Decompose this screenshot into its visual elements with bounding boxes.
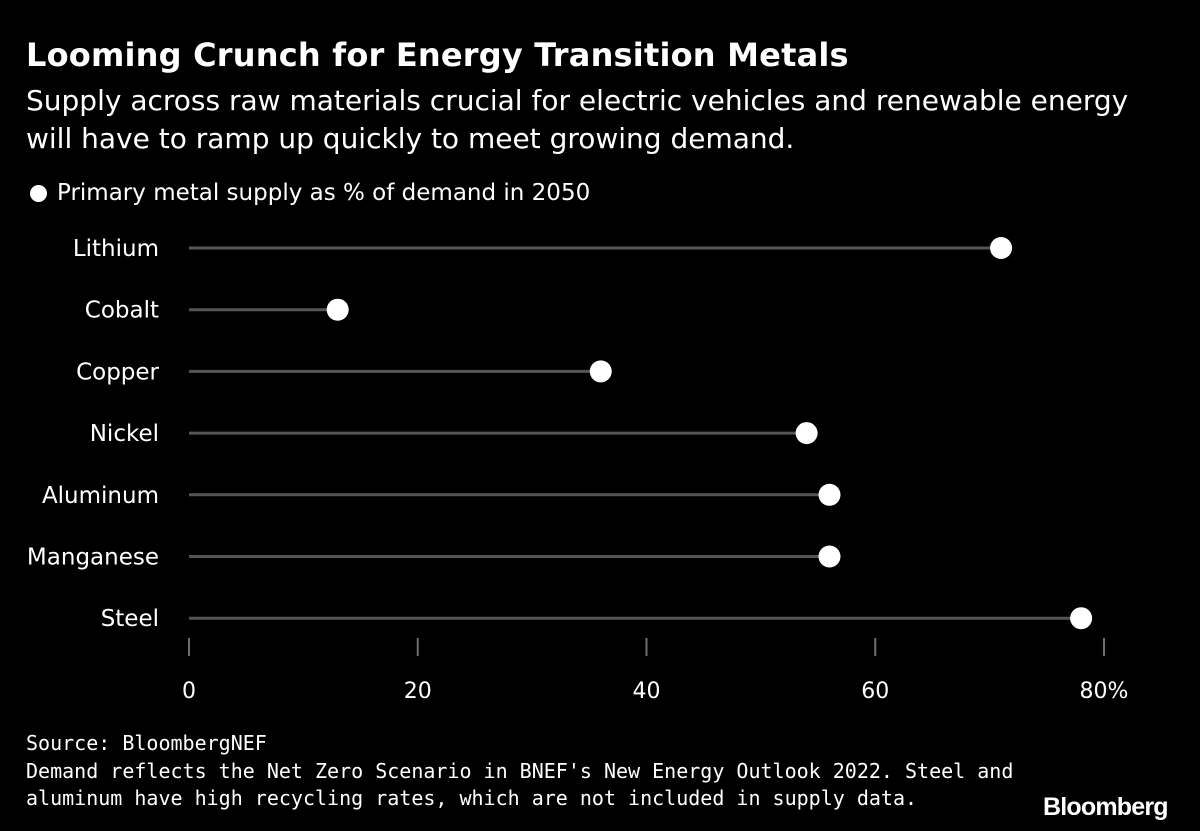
chart-subtitle: Supply across raw materials crucial for … xyxy=(26,84,1129,155)
dot-lithium xyxy=(990,237,1013,259)
category-label-nickel: Nickel xyxy=(90,421,159,447)
legend-label: Primary metal supply as % of demand in 2… xyxy=(57,180,591,206)
legend: Primary metal supply as % of demand in 2… xyxy=(30,180,590,206)
stems-layer xyxy=(189,246,1082,620)
dot-manganese xyxy=(818,545,841,568)
chart-title: Looming Crunch for Energy Transition Met… xyxy=(26,36,849,74)
x-tick-label-80: 80% xyxy=(1080,679,1129,704)
x-tick-label-0: 0 xyxy=(182,679,196,704)
dots-layer xyxy=(326,237,1093,630)
category-label-cobalt: Cobalt xyxy=(85,298,159,324)
dot-nickel xyxy=(795,422,818,445)
source-note: Source: BloombergNEF xyxy=(26,731,267,755)
x-tick-label-60: 60 xyxy=(861,679,889,704)
dot-aluminum xyxy=(818,483,841,506)
x-tick-label-20: 20 xyxy=(404,679,432,704)
dot-copper xyxy=(589,360,612,383)
bloomberg-logo: Bloomberg xyxy=(1043,793,1169,821)
x-axis: 0 20 40 60 80% xyxy=(182,638,1128,704)
footnote: Demand reflects the Net Zero Scenario in… xyxy=(26,759,1014,810)
x-tick-label-40: 40 xyxy=(633,679,661,704)
dot-cobalt xyxy=(326,298,349,321)
legend-dot-icon xyxy=(30,184,47,202)
category-label-lithium: Lithium xyxy=(73,236,159,262)
lollipop-chart: 0 20 40 60 80% Lithium Cobalt Copper Nickel Alum… xyxy=(27,236,1129,704)
category-label-copper: Copper xyxy=(76,359,159,385)
category-label-steel: Steel xyxy=(101,606,159,632)
category-label-manganese: Manganese xyxy=(27,545,159,571)
category-labels: Lithium Cobalt Copper Nickel Aluminum Mangane… xyxy=(27,236,160,632)
dot-steel xyxy=(1070,607,1093,630)
category-label-aluminum: Aluminum xyxy=(42,483,159,509)
